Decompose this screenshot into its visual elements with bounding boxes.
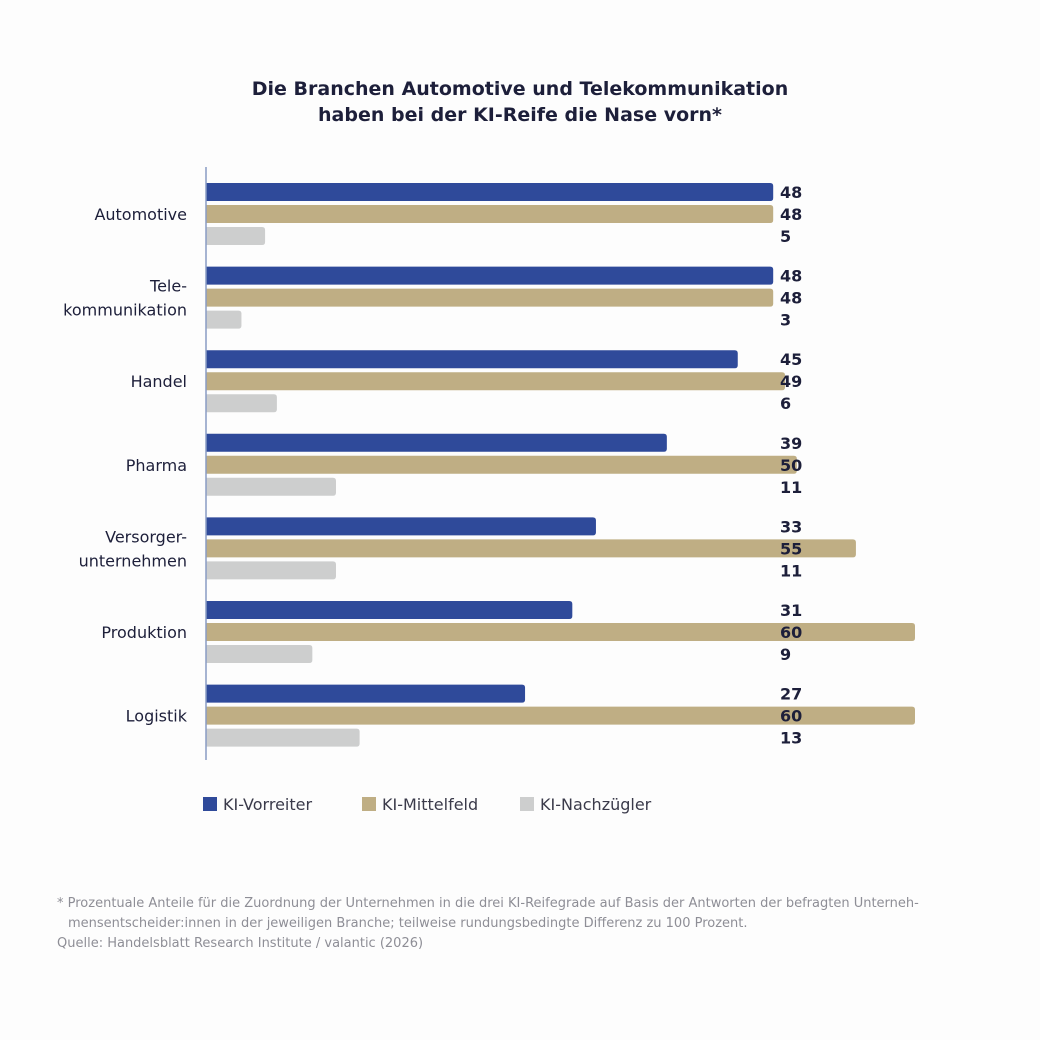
category-label: Produktion — [101, 623, 187, 642]
data-label: 39 — [780, 434, 802, 453]
data-label: 48 — [780, 289, 802, 308]
data-label: 9 — [780, 645, 791, 664]
data-label: 5 — [780, 227, 791, 246]
data-label: 3 — [780, 311, 791, 330]
legend-swatch — [203, 797, 217, 811]
category-label: Automotive — [94, 205, 187, 224]
data-label: 50 — [780, 456, 802, 475]
data-label: 60 — [780, 707, 802, 726]
category-label: Logistik — [126, 707, 188, 726]
data-label: 55 — [780, 539, 802, 558]
category-label: Versorger- — [105, 527, 187, 546]
bar — [206, 728, 360, 747]
data-label: 11 — [780, 561, 802, 580]
category-label: Handel — [131, 372, 187, 391]
title-line-1: Die Branchen Automotive und Telekommunik… — [251, 78, 789, 100]
bar — [206, 310, 242, 329]
bar — [206, 706, 915, 725]
bar — [205, 433, 667, 452]
bar — [206, 288, 774, 307]
bar-chart: 48 48 5 Automotive 48 48 3 Tele-kommunikation 45… — [63, 167, 915, 814]
source-note: Quelle: Handelsblatt Research Institute … — [57, 936, 424, 951]
data-label: 13 — [780, 729, 802, 748]
bar — [206, 477, 336, 496]
legend-label: KI-Nachzügler — [540, 795, 652, 814]
data-label: 60 — [780, 623, 802, 642]
category-label: Pharma — [126, 456, 187, 475]
footnote-line-1: * Prozentuale Anteile für die Zuordnung … — [57, 896, 919, 911]
bar — [206, 684, 526, 703]
bar — [206, 372, 786, 391]
bar — [206, 455, 797, 474]
bar — [206, 227, 266, 245]
data-label: 49 — [780, 372, 802, 391]
bar — [206, 623, 915, 641]
bar — [206, 539, 856, 558]
data-label: 48 — [780, 205, 802, 224]
bar — [206, 394, 277, 413]
data-label: 45 — [780, 350, 802, 369]
data-label: 48 — [780, 267, 802, 286]
bar — [206, 645, 313, 663]
data-label: 27 — [780, 685, 802, 704]
legend-label: KI-Vorreiter — [223, 795, 312, 814]
bar — [206, 517, 596, 536]
legend-swatch — [362, 797, 376, 811]
bar — [206, 183, 774, 201]
legend-label: KI-Mittelfeld — [382, 795, 478, 814]
bar — [205, 601, 573, 619]
data-label: 31 — [780, 601, 802, 620]
title-line-2: haben bei der KI-Reife die Nase vorn* — [318, 104, 722, 126]
legend-swatch — [520, 797, 534, 811]
chart-title: Die Branchen Automotive und Telekommunik… — [0, 76, 1040, 128]
footnote-line-2: mensentscheider:innen in der jeweiligen … — [68, 916, 748, 931]
category-label: Tele- — [149, 277, 187, 296]
bar — [206, 350, 738, 369]
category-label: unternehmen — [79, 551, 187, 570]
data-label: 6 — [780, 394, 791, 413]
data-label: 11 — [780, 478, 802, 497]
bar — [206, 561, 336, 580]
bar — [206, 266, 774, 285]
bar — [206, 205, 774, 223]
data-label: 48 — [780, 183, 802, 202]
data-label: 33 — [780, 517, 802, 536]
category-label: kommunikation — [63, 301, 187, 320]
